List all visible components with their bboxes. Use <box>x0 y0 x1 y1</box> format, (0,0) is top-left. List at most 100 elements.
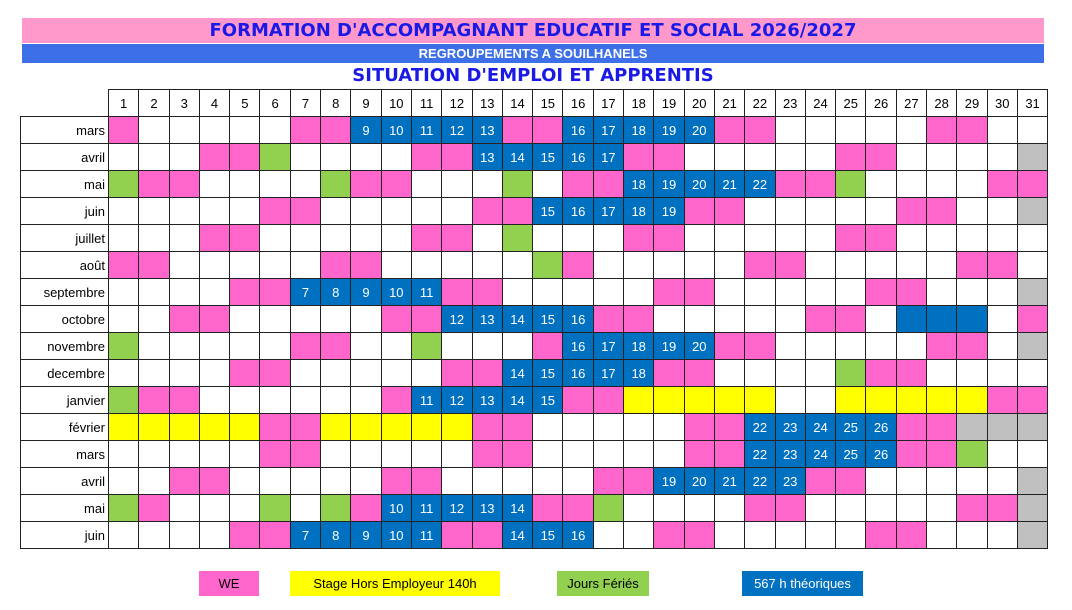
day-cell <box>926 332 958 360</box>
day-cell <box>562 170 594 198</box>
day-cell <box>350 224 382 252</box>
day-cell <box>471 224 503 252</box>
day-cell: 11 <box>410 494 443 522</box>
day-cell <box>895 440 928 468</box>
day-cell <box>259 467 291 495</box>
day-cell <box>562 224 594 252</box>
day-cell: 14 <box>501 521 534 549</box>
day-cell <box>804 170 837 198</box>
day-cell <box>320 467 352 495</box>
month-row: janvier 11 12 13 14 15 <box>20 386 1049 414</box>
day-cell <box>653 386 685 414</box>
day-cell <box>1016 170 1049 198</box>
day-cell <box>380 197 412 225</box>
day-cell <box>410 224 443 252</box>
day-cell: 16 <box>562 521 594 549</box>
day-cell <box>350 305 382 333</box>
day-cell <box>1016 386 1049 414</box>
day-cell: 13 <box>471 305 503 333</box>
day-cell <box>168 143 200 171</box>
day-cell <box>168 494 200 522</box>
day-cell <box>956 386 988 414</box>
day-cell <box>350 197 382 225</box>
day-cell <box>926 224 958 252</box>
day-cell <box>320 305 352 333</box>
day-cell <box>986 278 1018 306</box>
day-cell <box>835 116 867 144</box>
day-cell <box>168 413 200 441</box>
day-cell <box>865 467 897 495</box>
day-cell <box>229 440 261 468</box>
day-cell <box>107 116 140 144</box>
day-cell <box>138 413 170 441</box>
day-cell <box>198 413 231 441</box>
day-cell <box>653 440 685 468</box>
day-cell <box>835 197 867 225</box>
day-cell <box>623 251 655 279</box>
day-cell <box>168 305 200 333</box>
day-cell: 17 <box>592 116 625 144</box>
day-cell <box>926 143 958 171</box>
day-cell: 12 <box>441 494 473 522</box>
day-cell <box>592 170 625 198</box>
day-cell: 14 <box>501 305 534 333</box>
day-cell <box>138 386 170 414</box>
day-cell <box>653 359 685 387</box>
day-cell <box>623 224 655 252</box>
day-cell <box>471 359 503 387</box>
day-cell <box>774 359 806 387</box>
day-cell: 24 <box>804 440 837 468</box>
day-cell <box>713 224 746 252</box>
day-cell <box>774 332 806 360</box>
day-cell: 19 <box>653 467 685 495</box>
day-cell <box>259 521 291 549</box>
day-cell <box>956 278 988 306</box>
month-row: avril 19 20 21 22 23 <box>20 467 1049 495</box>
month-label: août <box>20 251 109 279</box>
month-label: septembre <box>20 278 109 306</box>
day-cell <box>532 332 564 360</box>
day-cell <box>289 170 322 198</box>
day-cell <box>1016 143 1049 171</box>
day-cell <box>774 386 806 414</box>
day-cell <box>865 170 897 198</box>
day-cell <box>1016 413 1049 441</box>
day-cell <box>410 467 443 495</box>
month-row: juin 7 8 9 10 11 14 15 16 <box>20 521 1049 549</box>
day-cell <box>683 521 715 549</box>
month-row: mars 9 10 11 12 13 16 17 18 19 20 <box>20 116 1049 144</box>
day-cell <box>350 494 382 522</box>
day-cell: 7 <box>289 521 322 549</box>
day-cell: 16 <box>562 359 594 387</box>
day-cell <box>744 359 776 387</box>
day-cell <box>471 278 503 306</box>
day-cell <box>289 116 322 144</box>
day-cell: 20 <box>683 116 715 144</box>
day-cell <box>532 467 564 495</box>
day-cell <box>713 413 746 441</box>
day-cell <box>623 494 655 522</box>
day-cell <box>441 467 473 495</box>
day-cell <box>138 467 170 495</box>
day-header: 26 <box>865 89 897 117</box>
day-cell <box>320 332 352 360</box>
day-cell <box>713 278 746 306</box>
day-cell <box>107 359 140 387</box>
day-cell: 18 <box>623 116 655 144</box>
month-label: novembre <box>20 332 109 360</box>
day-cell: 19 <box>653 116 685 144</box>
day-cell <box>804 197 837 225</box>
day-cell <box>410 305 443 333</box>
day-cell <box>986 386 1018 414</box>
day-cell <box>835 143 867 171</box>
day-cell <box>895 116 928 144</box>
day-cell <box>1016 278 1049 306</box>
day-cell <box>441 521 473 549</box>
day-cell <box>138 278 170 306</box>
day-cell <box>107 521 140 549</box>
day-cell <box>198 332 231 360</box>
day-cell: 10 <box>380 494 412 522</box>
day-cell <box>865 116 897 144</box>
day-cell <box>895 170 928 198</box>
day-cell <box>653 251 685 279</box>
